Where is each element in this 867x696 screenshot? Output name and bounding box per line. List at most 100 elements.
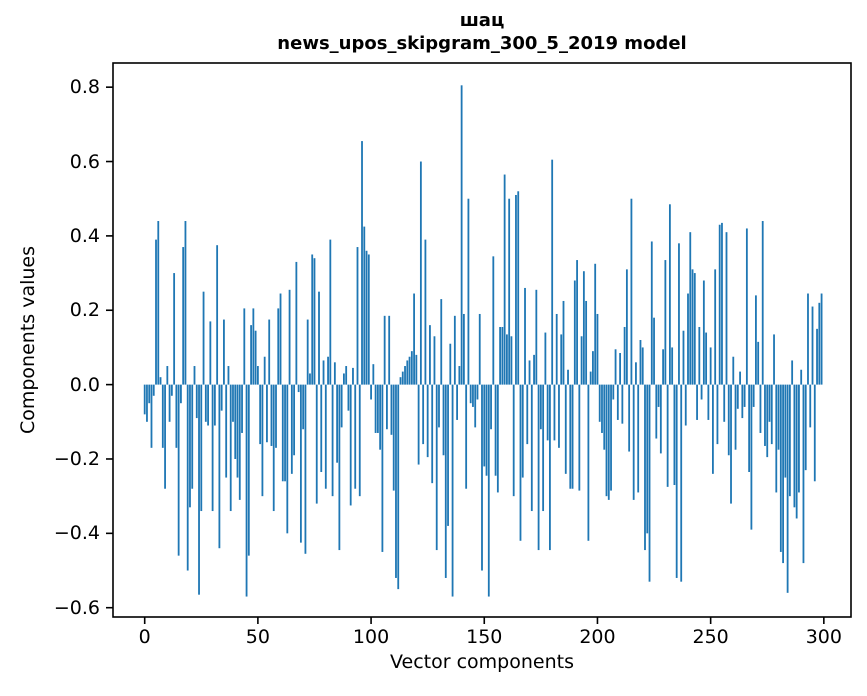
- bar: [415, 354, 418, 385]
- bar: [743, 384, 746, 407]
- bar: [354, 384, 357, 489]
- bar: [682, 330, 685, 385]
- bar: [616, 384, 619, 420]
- bar: [592, 351, 594, 385]
- bar: [223, 319, 225, 385]
- bar: [372, 364, 375, 385]
- bar: [383, 315, 386, 385]
- bar: [499, 326, 502, 385]
- bar: [657, 384, 660, 407]
- bar: [379, 384, 382, 450]
- bar: [807, 293, 809, 385]
- bar: [764, 384, 766, 446]
- x-tick-label: 100: [352, 626, 390, 648]
- bar: [175, 384, 178, 448]
- bar: [469, 384, 472, 404]
- bar: [635, 362, 637, 385]
- bar: [270, 384, 273, 446]
- bar: [232, 384, 234, 422]
- bar: [614, 349, 617, 385]
- bar: [761, 221, 764, 385]
- bar: [225, 384, 228, 478]
- bar: [148, 384, 151, 404]
- bar: [399, 377, 402, 385]
- bar: [555, 313, 558, 385]
- y-tick-label: 0.2: [69, 299, 100, 322]
- y-tick-label: −0.6: [53, 596, 100, 619]
- bar: [689, 232, 692, 385]
- bar: [386, 384, 388, 430]
- bar: [198, 384, 200, 595]
- chart-title-line2: news_upos_skipgram_300_5_2019 model: [277, 33, 687, 54]
- bar: [460, 85, 463, 385]
- bar: [605, 384, 608, 497]
- bar: [451, 384, 454, 597]
- bar: [693, 273, 696, 385]
- x-tick-label: 300: [805, 626, 842, 648]
- bar: [358, 384, 361, 497]
- bar: [347, 384, 350, 411]
- bar: [315, 384, 318, 504]
- bar: [234, 384, 237, 459]
- bar: [433, 336, 436, 385]
- bar: [143, 384, 146, 415]
- bar: [220, 384, 223, 411]
- bar: [612, 384, 615, 400]
- bar: [630, 198, 633, 385]
- bar: [406, 360, 409, 385]
- bar: [413, 293, 415, 385]
- bar: [189, 384, 191, 508]
- bar: [438, 384, 440, 428]
- bar: [263, 356, 266, 385]
- bar: [227, 366, 230, 385]
- bar: [329, 239, 332, 385]
- bar: [293, 384, 296, 456]
- bar: [539, 384, 542, 430]
- bar: [553, 384, 556, 441]
- bar: [628, 384, 631, 452]
- bar: [721, 222, 723, 385]
- bar: [259, 384, 262, 445]
- bar: [297, 384, 300, 393]
- bar: [152, 384, 155, 396]
- bar: [180, 384, 182, 404]
- bar: [467, 198, 470, 385]
- bar: [304, 384, 307, 554]
- bar: [668, 204, 671, 385]
- bar: [476, 384, 479, 400]
- bar: [594, 263, 597, 385]
- bar: [639, 340, 642, 385]
- y-tick-label: 0.8: [69, 76, 100, 99]
- bar: [485, 384, 488, 476]
- bar: [528, 360, 531, 385]
- bar: [191, 384, 194, 489]
- bar: [718, 224, 721, 385]
- bar: [712, 384, 714, 474]
- bar: [625, 269, 628, 385]
- bar: [281, 384, 284, 482]
- bar: [569, 384, 572, 489]
- bar: [483, 384, 486, 467]
- bar: [349, 384, 352, 506]
- bar: [184, 221, 187, 385]
- bar: [150, 384, 153, 448]
- bar: [200, 384, 203, 512]
- bar: [775, 384, 778, 493]
- bar: [352, 367, 354, 385]
- bar: [256, 366, 259, 385]
- bar: [795, 384, 798, 519]
- bar: [551, 159, 554, 385]
- bar: [524, 287, 526, 385]
- bar: [666, 384, 669, 487]
- bar: [365, 250, 368, 385]
- bar: [811, 306, 814, 385]
- bar: [777, 384, 780, 450]
- bar: [589, 371, 592, 385]
- bar: [247, 384, 250, 556]
- bar: [503, 174, 506, 385]
- bar: [474, 384, 477, 428]
- bar: [155, 239, 157, 385]
- chart-title-line1: шац: [459, 10, 505, 31]
- bar: [494, 384, 497, 476]
- bar: [809, 384, 812, 428]
